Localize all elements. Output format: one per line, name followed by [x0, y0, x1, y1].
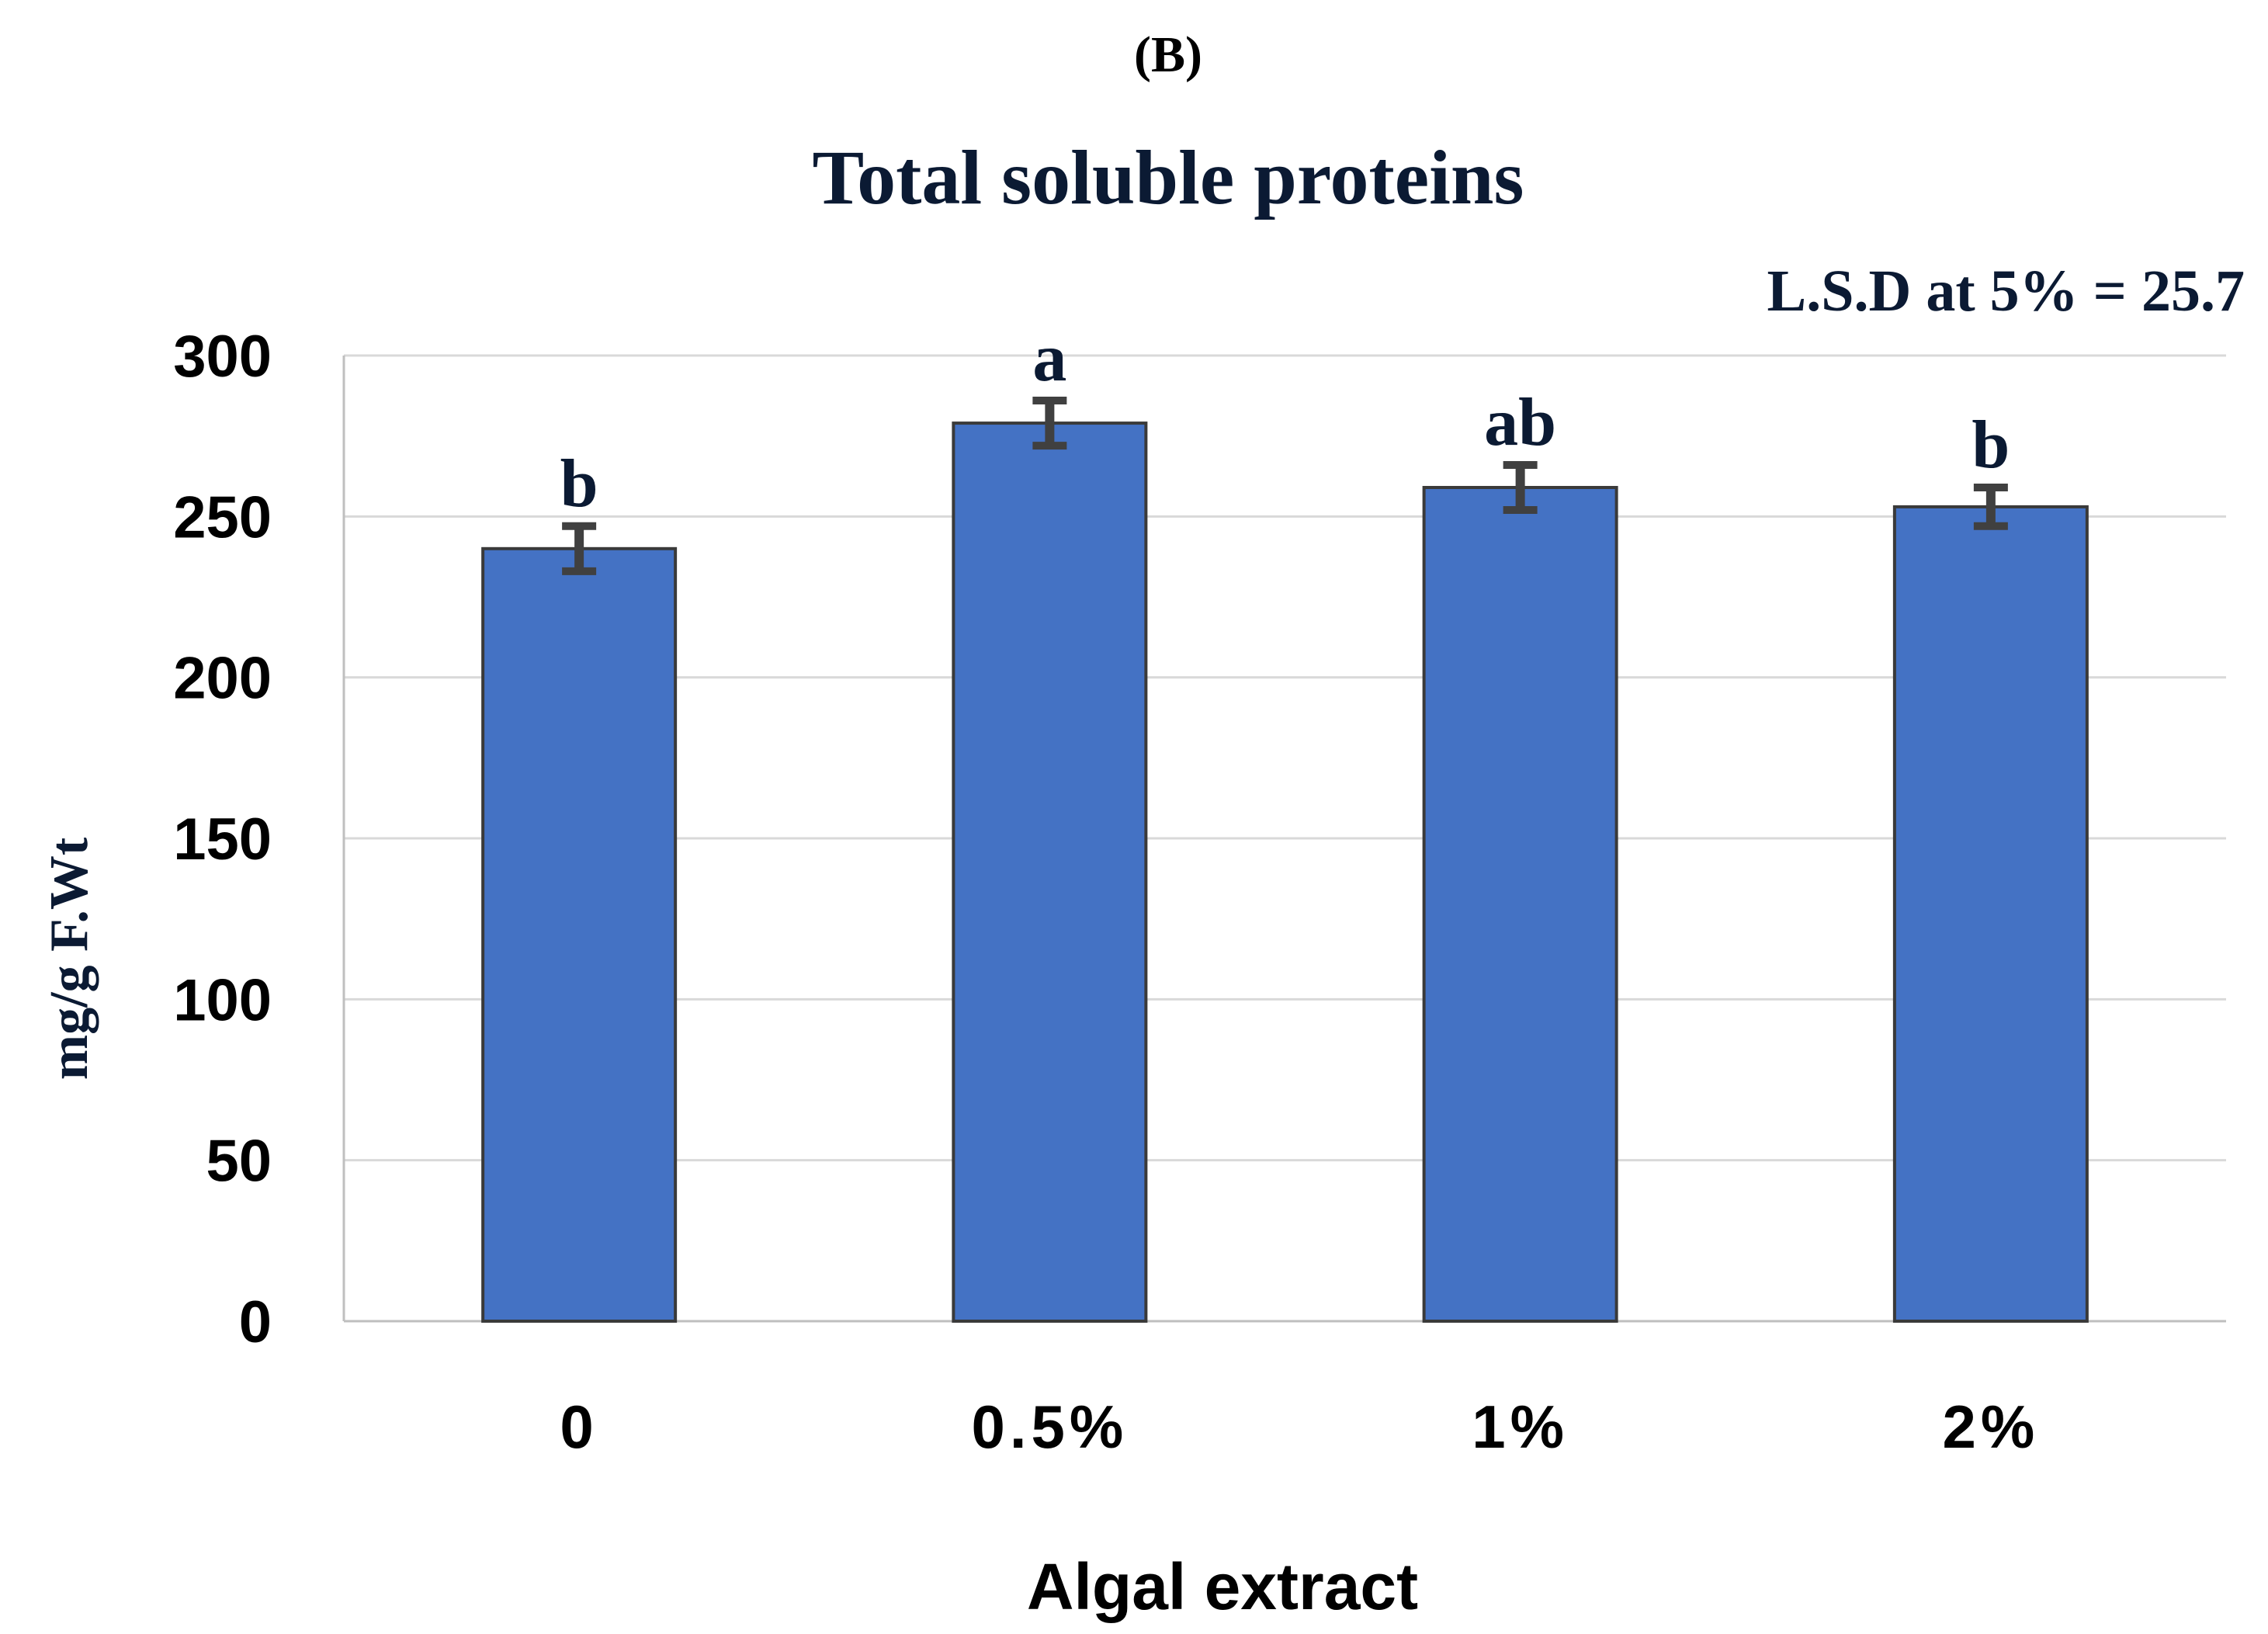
y-tick-label: 300 [173, 324, 272, 390]
error-bar [1973, 484, 2008, 530]
error-bar [562, 522, 597, 575]
x-tick-label: 0 [560, 1393, 598, 1461]
bar [952, 422, 1148, 1324]
significance-letter: a [1032, 321, 1066, 396]
y-tick-label: 150 [173, 807, 272, 873]
bar [481, 546, 678, 1323]
y-tick-label: 0 [239, 1289, 272, 1355]
x-tick-label: 2% [1943, 1393, 2040, 1461]
bar [1422, 486, 1618, 1323]
panel-label: (B) [1134, 26, 1202, 83]
y-tick-label: 50 [206, 1129, 272, 1195]
error-bars [562, 397, 2008, 575]
y-tick-label: 250 [173, 484, 272, 550]
error-bar [1503, 460, 1538, 515]
significance-letter: b [1971, 408, 2010, 483]
y-tick-label: 100 [173, 967, 272, 1033]
y-axis-ticks: 0 50 100 150 200 250 300 [173, 324, 272, 1355]
x-axis-label: Algal extract [1027, 1550, 1418, 1623]
y-axis-label: mg/g F.Wt [40, 838, 99, 1080]
bars [481, 422, 2089, 1324]
significance-letter: b [560, 446, 598, 522]
y-tick-label: 200 [173, 646, 272, 712]
lsd-annotation: L.S.D at 5% = 25.7 [1767, 258, 2245, 324]
x-axis-ticks: 0 0.5% 1% 2% [560, 1393, 2040, 1461]
x-tick-label: 1% [1472, 1393, 1569, 1461]
chart-title: Total soluble proteins [813, 134, 1524, 220]
significance-letters: b a ab b [560, 321, 2010, 522]
error-bar [1032, 397, 1067, 450]
x-tick-label: 0.5% [971, 1393, 1128, 1461]
bar [1892, 505, 2089, 1323]
significance-letter: ab [1484, 385, 1556, 460]
